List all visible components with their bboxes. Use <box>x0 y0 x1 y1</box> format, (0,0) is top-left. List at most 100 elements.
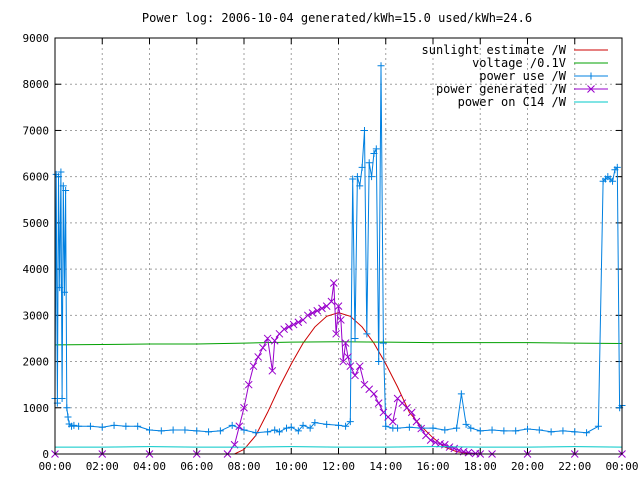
data-point <box>289 320 298 329</box>
data-point <box>249 362 258 371</box>
data-point <box>365 159 373 167</box>
data-point <box>355 362 364 371</box>
data-point <box>571 428 579 436</box>
data-point <box>374 399 383 408</box>
data-point <box>388 417 397 426</box>
data-point <box>308 309 317 317</box>
legend-label: power use /W <box>479 69 566 83</box>
data-point <box>382 422 390 430</box>
data-point <box>263 334 272 343</box>
data-point <box>228 421 236 429</box>
data-point <box>334 302 343 310</box>
chart-title: Power log: 2006-10-04 generated/kWh=15.0… <box>142 11 532 25</box>
data-point <box>313 306 322 315</box>
data-point <box>417 424 426 433</box>
data-point <box>294 318 303 327</box>
data-point <box>285 323 293 331</box>
data-point <box>467 424 475 432</box>
y-tick-label: 6000 <box>23 171 50 184</box>
y-tick-label: 8000 <box>23 78 50 91</box>
data-point <box>70 421 78 429</box>
data-point <box>341 339 350 347</box>
data-point <box>110 421 118 429</box>
data-point <box>318 304 326 313</box>
x-tick-label: 02:00 <box>86 460 119 473</box>
data-point <box>280 325 289 334</box>
x-tick-label: 06:00 <box>180 460 213 473</box>
data-point <box>346 418 354 426</box>
y-tick-label: 5000 <box>23 217 50 230</box>
data-point <box>512 427 520 435</box>
data-point <box>59 182 67 190</box>
data-point <box>335 421 342 429</box>
data-point <box>394 424 402 432</box>
data-point <box>58 395 66 403</box>
data-point <box>356 182 364 190</box>
y-tick-label: 4000 <box>23 263 50 276</box>
series-0 <box>234 312 490 455</box>
data-point <box>488 426 496 434</box>
y-tick-label: 2000 <box>23 356 50 369</box>
x-tick-label: 12:00 <box>322 460 355 473</box>
data-point <box>270 336 279 345</box>
data-point <box>283 424 291 432</box>
data-point <box>299 421 307 429</box>
legend-marker <box>587 85 595 93</box>
data-point <box>303 311 312 320</box>
x-tick-label: 04:00 <box>133 460 166 473</box>
data-point <box>63 404 71 412</box>
x-tick-label: 00:00 <box>605 460 638 473</box>
data-point <box>457 390 465 398</box>
data-point <box>379 339 387 347</box>
data-point <box>235 422 244 431</box>
data-point <box>353 173 361 181</box>
data-point <box>455 446 463 455</box>
series-line <box>234 312 490 455</box>
data-point <box>287 423 295 431</box>
data-point <box>609 177 617 185</box>
x-tick-label: 20:00 <box>511 460 544 473</box>
data-point <box>64 413 72 421</box>
data-point <box>294 427 302 435</box>
x-tick-label: 10:00 <box>275 460 308 473</box>
x-tick-label: 14:00 <box>369 460 402 473</box>
data-point <box>360 126 368 134</box>
tick-labels: 0 1000 2000 3000 4000 5000 6000 7000 8000 9000 00:… <box>23 32 639 473</box>
x-tick-label: 22:00 <box>558 460 591 473</box>
y-tick-label: 7000 <box>23 124 50 137</box>
data-point <box>264 428 272 436</box>
series-line <box>55 446 623 448</box>
data-point <box>62 187 70 195</box>
data-point <box>351 371 359 380</box>
x-tick-label: 08:00 <box>227 460 260 473</box>
data-point <box>86 422 94 430</box>
data-point <box>342 422 350 430</box>
data-point <box>216 427 224 435</box>
data-point <box>368 173 376 181</box>
data-point <box>372 145 380 153</box>
legend-label: power on C14 /W <box>458 95 567 109</box>
data-point <box>240 403 248 412</box>
data-point <box>332 329 340 338</box>
data-point <box>559 427 567 435</box>
data-point <box>431 438 440 447</box>
data-point <box>583 429 591 437</box>
data-point <box>344 353 352 361</box>
data-point <box>358 163 366 171</box>
legend-label: voltage /0.1V <box>472 56 566 70</box>
series-1 <box>54 341 623 346</box>
data-point <box>453 424 461 432</box>
plot-frame <box>54 37 623 455</box>
x-tick-label: 00:00 <box>38 460 71 473</box>
data-point <box>268 366 277 375</box>
data-point <box>594 422 602 430</box>
data-point <box>377 62 385 70</box>
data-point <box>205 428 213 436</box>
data-point <box>75 422 83 430</box>
data-point <box>346 362 355 371</box>
data-point <box>327 297 336 306</box>
data-point <box>157 427 165 435</box>
y-tick-label: 3000 <box>23 309 50 322</box>
data-point <box>55 173 63 181</box>
